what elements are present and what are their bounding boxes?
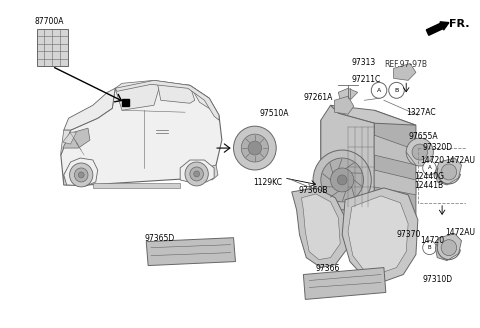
Circle shape (70, 163, 93, 187)
Text: 97320D: 97320D (423, 143, 453, 152)
Polygon shape (374, 135, 416, 165)
Polygon shape (435, 158, 461, 185)
Polygon shape (321, 105, 374, 233)
Text: 1472AU: 1472AU (445, 228, 475, 237)
Circle shape (234, 126, 276, 170)
Text: 97510A: 97510A (260, 109, 289, 118)
Circle shape (74, 168, 88, 182)
Polygon shape (115, 80, 219, 120)
Circle shape (372, 82, 387, 98)
Text: FR.: FR. (449, 19, 469, 29)
Text: B: B (428, 245, 432, 250)
Text: 97310D: 97310D (423, 275, 453, 283)
Text: 1472AU: 1472AU (445, 156, 475, 165)
Circle shape (441, 240, 456, 256)
Text: 97261A: 97261A (303, 93, 333, 102)
Polygon shape (435, 234, 461, 260)
Polygon shape (321, 120, 374, 233)
Polygon shape (190, 85, 212, 110)
Circle shape (423, 241, 436, 255)
Polygon shape (61, 82, 222, 185)
Circle shape (423, 161, 436, 175)
Polygon shape (335, 96, 354, 114)
Polygon shape (115, 80, 161, 110)
Polygon shape (374, 110, 416, 233)
Polygon shape (64, 88, 115, 130)
Circle shape (248, 141, 262, 155)
Text: REF.97-97B: REF.97-97B (384, 60, 427, 70)
Circle shape (78, 172, 84, 178)
Text: 97655A: 97655A (408, 132, 438, 141)
Circle shape (441, 164, 456, 180)
Circle shape (389, 82, 404, 98)
Text: 97313: 97313 (352, 58, 376, 68)
Polygon shape (36, 29, 68, 66)
Text: 12440G: 12440G (414, 172, 444, 181)
Text: 12441B: 12441B (414, 181, 443, 190)
Circle shape (313, 150, 372, 210)
Circle shape (412, 144, 428, 160)
Polygon shape (63, 132, 76, 144)
Polygon shape (93, 183, 180, 188)
Text: A: A (428, 166, 432, 171)
Circle shape (190, 167, 204, 181)
Text: 97366: 97366 (316, 264, 340, 273)
Circle shape (331, 168, 354, 192)
Text: B: B (395, 88, 398, 93)
Polygon shape (342, 188, 418, 281)
Polygon shape (180, 160, 214, 183)
Text: 1129KC: 1129KC (253, 178, 282, 187)
Polygon shape (61, 130, 71, 155)
Polygon shape (64, 165, 93, 185)
Text: 14720: 14720 (420, 236, 444, 245)
Bar (122, 99, 129, 106)
FancyArrow shape (426, 22, 449, 35)
Polygon shape (154, 80, 195, 103)
Circle shape (321, 158, 363, 202)
Circle shape (194, 171, 200, 177)
Polygon shape (292, 188, 348, 268)
Polygon shape (303, 268, 386, 299)
Circle shape (337, 175, 347, 185)
Polygon shape (63, 128, 90, 148)
Polygon shape (348, 196, 408, 274)
Text: 14720: 14720 (420, 156, 444, 165)
Text: 97211C: 97211C (352, 75, 381, 84)
Polygon shape (321, 220, 416, 233)
Text: 97370: 97370 (396, 230, 421, 239)
Polygon shape (331, 105, 416, 125)
Text: 97365D: 97365D (144, 234, 175, 243)
Polygon shape (64, 158, 98, 186)
Polygon shape (200, 165, 218, 180)
Polygon shape (146, 238, 236, 266)
Polygon shape (301, 194, 340, 259)
Polygon shape (374, 170, 416, 195)
Text: 87700A: 87700A (35, 17, 64, 26)
Text: 1327AC: 1327AC (406, 108, 436, 117)
Circle shape (241, 134, 268, 162)
Polygon shape (394, 63, 416, 80)
Circle shape (406, 138, 433, 166)
Text: A: A (377, 88, 381, 93)
Text: 97360B: 97360B (299, 186, 328, 195)
Polygon shape (338, 88, 358, 100)
Circle shape (185, 162, 208, 186)
